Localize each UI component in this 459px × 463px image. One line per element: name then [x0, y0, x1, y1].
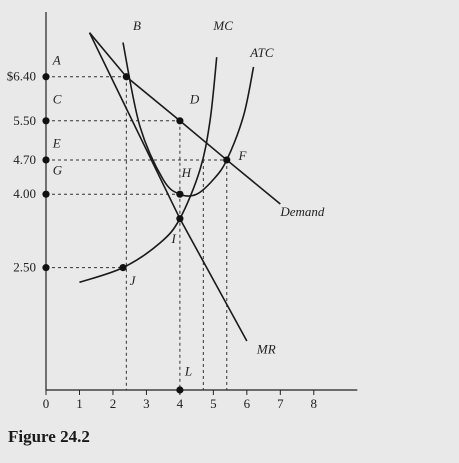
x-tick-label-0: 0 [43, 396, 50, 411]
axes: 0 1 2 3 4 5 6 7 8 $6.40 5.50 4.70 4.00 2.50 [7, 12, 358, 411]
x-tick-label-5: 5 [210, 396, 217, 411]
mc-label: MC [212, 18, 233, 33]
point-L-dot [176, 386, 184, 394]
point-A-dot [42, 73, 50, 81]
point-E-dot [42, 156, 50, 164]
demand-label: Demand [279, 204, 325, 219]
y-tick-label-4: 2.50 [13, 260, 36, 275]
point-D-dot [176, 117, 184, 125]
guide-lines [46, 76, 228, 390]
point-G-dot [42, 190, 50, 198]
x-tick-label-4: 4 [177, 396, 184, 411]
point-J-dot [119, 264, 127, 272]
point-L-label: L [184, 363, 192, 378]
point-C-dot [42, 117, 50, 125]
labels: Demand MR MC ATC A B C D E F G H I J L [52, 18, 325, 378]
x-tick-label-3: 3 [143, 396, 150, 411]
point-unlabeled-dot [42, 264, 50, 272]
x-tick-label-7: 7 [277, 396, 284, 411]
point-D-label: D [189, 92, 200, 107]
x-tick-label-6: 6 [244, 396, 251, 411]
x-tick-label-1: 1 [76, 396, 83, 411]
point-G-label: G [53, 163, 63, 178]
point-F-label: F [237, 148, 247, 163]
y-tick-label-1: 5.50 [13, 113, 36, 128]
point-F-dot [223, 156, 231, 164]
point-A-label: A [52, 53, 61, 68]
y-tick-label-3: 4.00 [13, 186, 36, 201]
mr-label: MR [256, 341, 276, 356]
x-tick-label-2: 2 [110, 396, 117, 411]
point-J-label: J [130, 273, 137, 288]
figure-caption: Figure 24.2 [8, 427, 90, 446]
point-B-label: B [133, 18, 141, 33]
point-H-dot [176, 190, 184, 198]
point-C-label: C [53, 92, 62, 107]
point-H-label: H [181, 165, 192, 180]
atc-label: ATC [249, 45, 274, 60]
point-B-dot [122, 73, 130, 81]
atc-curve [122, 42, 255, 197]
x-tick-label-8: 8 [311, 396, 318, 411]
point-E-label: E [52, 136, 61, 151]
y-tick-label-2: 4.70 [13, 152, 36, 167]
y-tick-label-0: $6.40 [7, 69, 36, 84]
economics-chart: 0 1 2 3 4 5 6 7 8 $6.40 5.50 4.70 4.00 2.50 Demand MR M… [7, 12, 358, 411]
point-I-dot [176, 215, 184, 223]
points [42, 73, 231, 394]
point-I-label: I [171, 231, 177, 246]
